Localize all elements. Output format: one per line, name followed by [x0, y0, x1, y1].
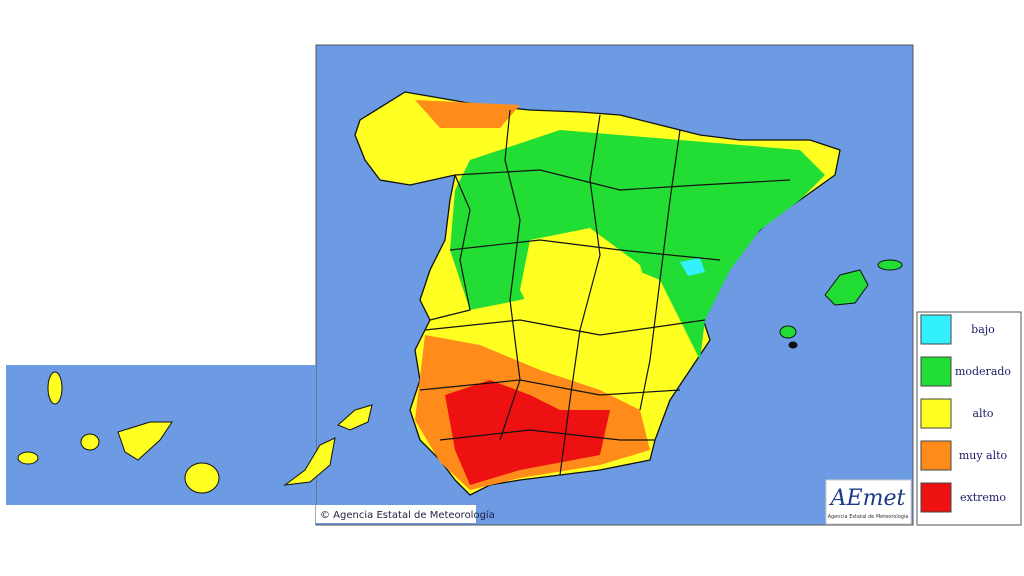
legend-label: alto — [972, 407, 993, 420]
credit-box — [316, 505, 476, 523]
zone-high — [520, 228, 655, 345]
canary-islands — [17, 371, 373, 494]
island — [17, 451, 39, 465]
zone-very-high-north — [415, 100, 520, 128]
legend-swatch — [920, 314, 952, 345]
zone-extreme — [445, 380, 610, 485]
border — [559, 114, 601, 476]
island — [283, 437, 336, 486]
legend-swatch — [920, 482, 952, 513]
border — [499, 109, 521, 441]
logo-subtitle: Agencia Estatal de Meteorología — [828, 513, 909, 520]
island — [877, 259, 903, 271]
logo: AEmet — [829, 486, 906, 511]
zone-moderate — [450, 130, 825, 360]
island — [80, 433, 100, 451]
legend-swatch — [920, 356, 952, 387]
border — [429, 174, 471, 321]
legend-label: bajo — [971, 323, 995, 336]
province-borders — [419, 109, 791, 476]
island — [788, 341, 798, 349]
island — [184, 462, 220, 494]
legend-label: extremo — [960, 491, 1006, 504]
legend-swatch — [920, 398, 952, 429]
legend-swatch — [920, 440, 952, 471]
balearic-islands — [779, 259, 903, 349]
border — [454, 169, 791, 191]
legend-label: moderado — [955, 365, 1011, 378]
logo-box — [825, 479, 912, 525]
border — [419, 379, 681, 396]
legend-label: muy alto — [959, 449, 1008, 462]
zone-low — [680, 258, 705, 276]
island — [47, 371, 63, 405]
border — [424, 319, 706, 336]
island — [337, 404, 373, 431]
border — [639, 129, 681, 411]
island — [824, 269, 869, 306]
island — [117, 421, 173, 461]
risk-zones — [415, 100, 825, 490]
legend-items: bajo moderado alto muy alto extremo — [920, 314, 1011, 513]
island — [779, 325, 797, 339]
credit: © Agencia Estatal de Meteorología — [320, 509, 495, 521]
border — [439, 429, 655, 441]
border — [449, 239, 721, 261]
